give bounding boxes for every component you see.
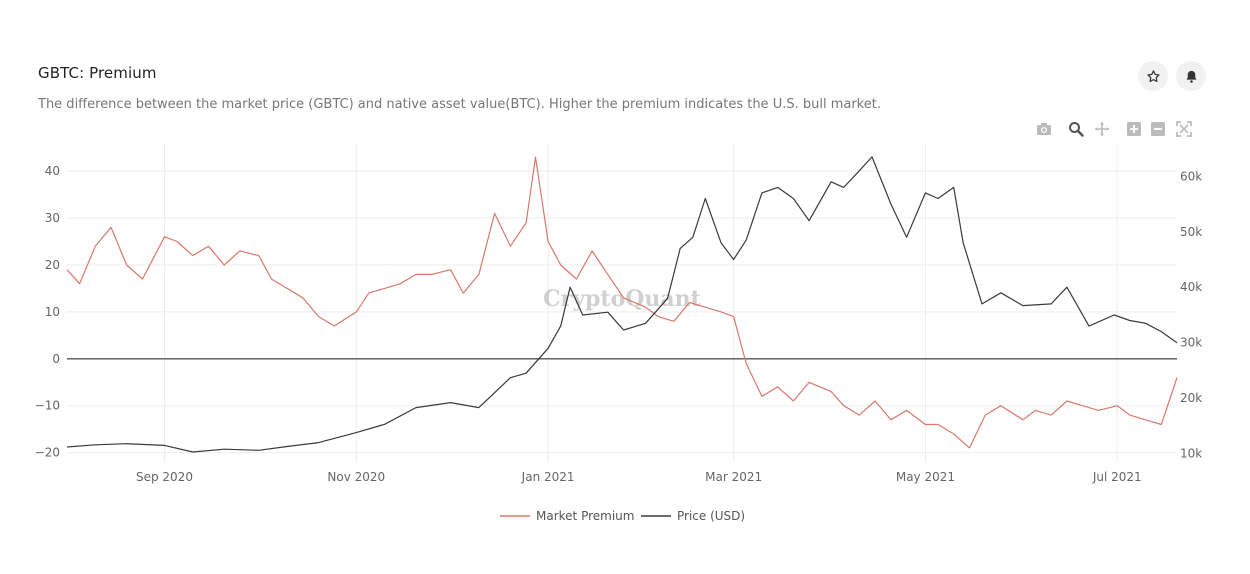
x-tick-label: Sep 2020: [136, 470, 193, 484]
bell-icon: [1186, 70, 1196, 83]
chart-subtitle: The difference between the market price …: [38, 97, 881, 112]
series-line-market-premium: [66, 156, 1178, 449]
y-left-tick-label: 0: [52, 352, 60, 366]
camera-icon[interactable]: [1036, 121, 1052, 137]
y-left-tick-label: 20: [45, 258, 60, 272]
zoom-icon[interactable]: [1068, 121, 1084, 137]
legend-item-market-premium-label: Market Premium: [536, 509, 634, 523]
y-right-tick-label: 40k: [1180, 280, 1202, 294]
x-tick-label: May 2021: [896, 470, 955, 484]
y-right-tick-label: 30k: [1180, 336, 1202, 350]
zoom-out-icon[interactable]: [1150, 121, 1166, 137]
y-right-tick-label: 10k: [1180, 447, 1202, 461]
y-left-tick-label: −20: [35, 446, 60, 460]
x-tick-label: Jul 2021: [1092, 470, 1142, 484]
chart-title: GBTC: Premium: [38, 64, 157, 82]
bell-button[interactable]: [1176, 61, 1206, 91]
y-right-tick-label: 50k: [1180, 225, 1202, 239]
series-line-price: [66, 156, 1178, 453]
zoom-in-icon[interactable]: [1126, 121, 1142, 137]
y-right-tick-label: 20k: [1180, 391, 1202, 405]
x-tick-label: Jan 2021: [521, 470, 575, 484]
star-icon: [1146, 69, 1160, 82]
pan-icon[interactable]: [1094, 121, 1110, 137]
star-button[interactable]: [1138, 61, 1168, 91]
y-left-tick-label: −10: [35, 399, 60, 413]
x-tick-label: Mar 2021: [705, 470, 762, 484]
y-left-tick-label: 10: [45, 305, 60, 319]
x-tick-label: Nov 2020: [327, 470, 385, 484]
y-left-tick-label: 40: [45, 164, 60, 178]
autoscale-icon[interactable]: [1176, 121, 1192, 137]
y-left-tick-label: 30: [45, 211, 60, 225]
legend-item-price-label: Price (USD): [677, 509, 745, 523]
chart-modebar: [1036, 121, 1196, 137]
y-right-tick-label: 60k: [1180, 169, 1202, 183]
